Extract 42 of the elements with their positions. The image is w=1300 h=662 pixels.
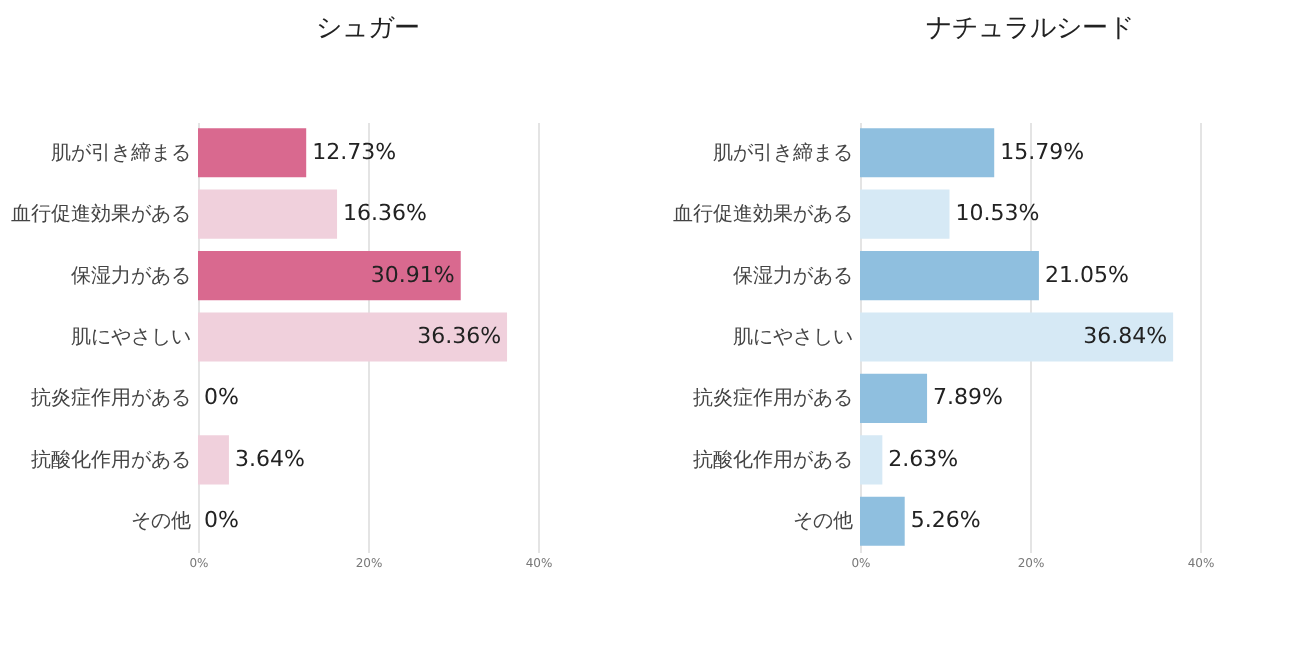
data-label: 7.89% [933,384,1003,411]
y-tick-label: 肌が引き締まる [713,140,853,165]
bar [198,189,338,239]
bar [198,251,461,301]
data-label: 30.91% [370,261,455,288]
bar [860,251,1039,301]
data-label: 16.36% [343,200,427,227]
data-label: 0% [204,384,239,411]
y-tick-label: 肌にやさしい [733,327,853,349]
bar [860,189,950,239]
bar [860,128,995,178]
bar [860,496,905,546]
y-tick-label: 保湿力がある [733,263,853,288]
data-label: 15.79% [1000,138,1085,165]
data-label: 12.73% [312,138,397,165]
data-label: 36.36% [417,323,502,349]
bar [198,435,229,485]
y-tick-label: 抗酸化作用がある [31,447,191,472]
y-tick-label: 血行促進効果がある [11,202,191,227]
data-label: 5.26% [910,507,981,534]
chart-title: ナチュラルシード [926,14,1134,44]
y-tick-label: 抗酸化作用がある [693,447,853,472]
bar [198,128,307,178]
y-tick-label: 肌にやさしい [71,327,191,349]
y-tick-label: 肌が引き締まる [51,140,191,165]
data-label: 3.64% [234,445,305,472]
y-tick-label: その他 [793,509,853,534]
y-tick-label: 抗炎症作用がある [693,386,853,411]
bar [860,312,1174,362]
bar [198,312,508,362]
y-tick-label: 保湿力がある [71,263,191,288]
data-label: 36.84% [1083,323,1168,349]
bar [860,373,928,423]
y-tick-label: 抗炎症作用がある [31,386,191,411]
data-label: 0% [204,507,239,534]
y-tick-label: 血行促進効果がある [673,202,853,227]
chart-title: シュガー [316,14,420,44]
data-label: 2.63% [888,445,959,472]
bar [860,435,883,485]
y-tick-label: その他 [131,509,191,534]
data-label: 10.53% [955,200,1040,227]
data-label: 21.05% [1044,261,1129,288]
